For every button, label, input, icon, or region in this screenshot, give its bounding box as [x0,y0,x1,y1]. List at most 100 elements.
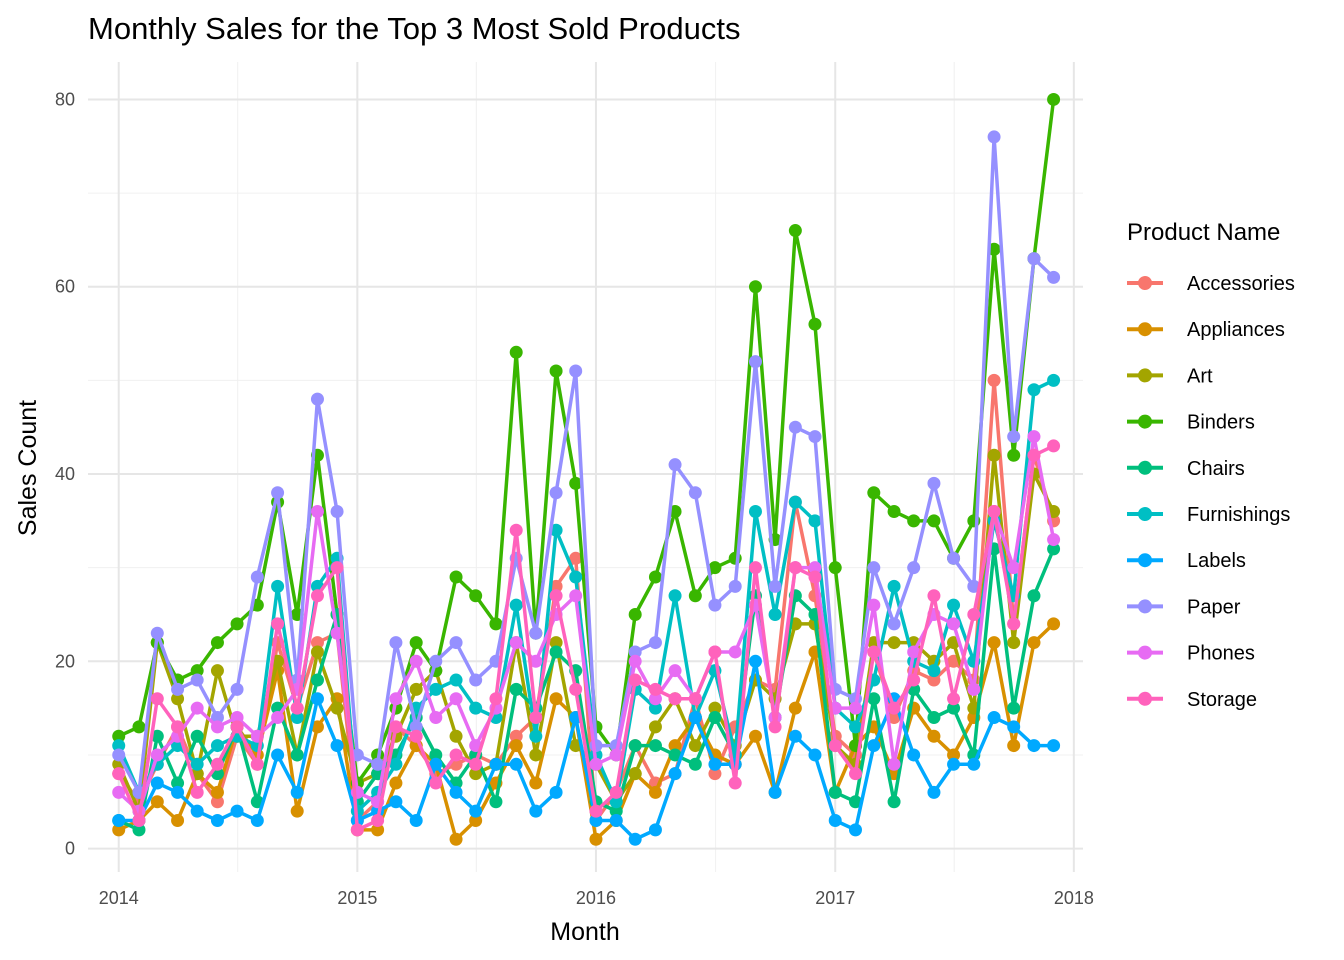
legend-label: Art [1187,365,1213,387]
data-point-phones [867,598,881,612]
data-point-art [708,701,722,715]
data-point-chairs [190,729,204,743]
legend-label: Paper [1187,596,1241,618]
data-point-storage [429,776,443,790]
data-point-storage [509,523,523,537]
data-point-paper [230,682,244,696]
data-point-binders [927,514,941,528]
data-point-storage [371,813,385,827]
data-point-furnishings [190,757,204,771]
data-point-appliances [648,785,662,799]
data-point-phones [509,636,523,650]
data-point-storage [449,748,463,762]
data-point-paper [768,579,782,593]
data-point-phones [569,589,583,603]
data-point-furnishings [529,729,543,743]
legend-item-paper: Paper [1127,596,1241,618]
data-point-phones [429,710,443,724]
data-point-paper [628,645,642,659]
data-point-paper [171,682,185,696]
data-point-furnishings [509,598,523,612]
data-point-labels [449,785,463,799]
data-point-paper [190,673,204,687]
data-point-storage [668,692,682,706]
data-point-labels [112,813,126,827]
data-point-binders [708,561,722,575]
data-point-furnishings [210,739,224,753]
data-point-storage [589,804,603,818]
data-point-phones [529,654,543,668]
data-point-phones [848,701,862,715]
data-point-phones [112,785,126,799]
data-point-art [887,636,901,650]
data-point-appliances [668,739,682,753]
data-point-furnishings [947,598,961,612]
data-point-storage [688,692,702,706]
y-tick-label: 20 [55,651,75,671]
data-point-art [529,748,543,762]
data-point-phones [887,757,901,771]
data-point-labels [330,739,344,753]
data-point-labels [589,813,603,827]
data-point-storage [808,570,822,584]
data-point-paper [409,720,423,734]
data-point-phones [230,710,244,724]
data-point-storage [728,776,742,790]
data-point-paper [1047,270,1061,284]
data-point-binders [828,561,842,575]
series-group [112,92,1061,846]
series-line-paper [116,135,1056,795]
data-point-binders [887,504,901,518]
data-point-storage [330,561,344,575]
data-point-binders [688,589,702,603]
data-point-storage [927,589,941,603]
data-point-phones [210,720,224,734]
legend-item-furnishings: Furnishings [1127,504,1290,526]
data-point-art [688,739,702,753]
series-line-chairs [116,547,1056,832]
data-point-chairs [828,785,842,799]
data-point-furnishings [768,607,782,621]
data-point-appliances [449,832,463,846]
data-point-storage [469,757,483,771]
x-axis-ticks: 2014 2015 2016 2017 2018 [99,888,1094,908]
legend-key-point [1138,368,1152,383]
data-point-labels [190,804,204,818]
data-point-labels [808,748,822,762]
data-point-storage [708,645,722,659]
data-point-labels [230,804,244,818]
legend-label: Storage [1187,689,1257,711]
data-point-appliances [171,813,185,827]
data-point-art [648,720,662,734]
data-point-labels [409,813,423,827]
data-point-chairs [429,748,443,762]
data-point-phones [728,645,742,659]
data-point-labels [1007,720,1021,734]
data-point-appliances [529,776,543,790]
data-point-chairs [848,795,862,809]
data-point-paper [808,430,822,444]
data-point-chairs [310,673,324,687]
data-point-binders [112,729,126,743]
data-point-chairs [171,776,185,790]
data-point-appliances [947,748,961,762]
data-point-accessories [210,795,224,809]
data-point-paper [688,486,702,500]
data-point-labels [927,785,941,799]
legend-key-point [1138,507,1152,521]
data-point-storage [967,607,981,621]
data-point-paper [449,636,463,650]
data-point-labels [529,804,543,818]
data-point-storage [489,692,503,706]
data-point-paper [1007,430,1021,444]
data-point-chairs [1047,542,1061,556]
data-point-binders [748,280,762,294]
data-point-chairs [887,795,901,809]
legend-label: Labels [1187,550,1246,572]
data-point-paper [987,130,1001,144]
data-point-labels [549,785,563,799]
data-point-appliances [290,804,304,818]
legend-key-point [1138,645,1152,660]
data-point-storage [569,682,583,696]
data-point-binders [190,664,204,678]
